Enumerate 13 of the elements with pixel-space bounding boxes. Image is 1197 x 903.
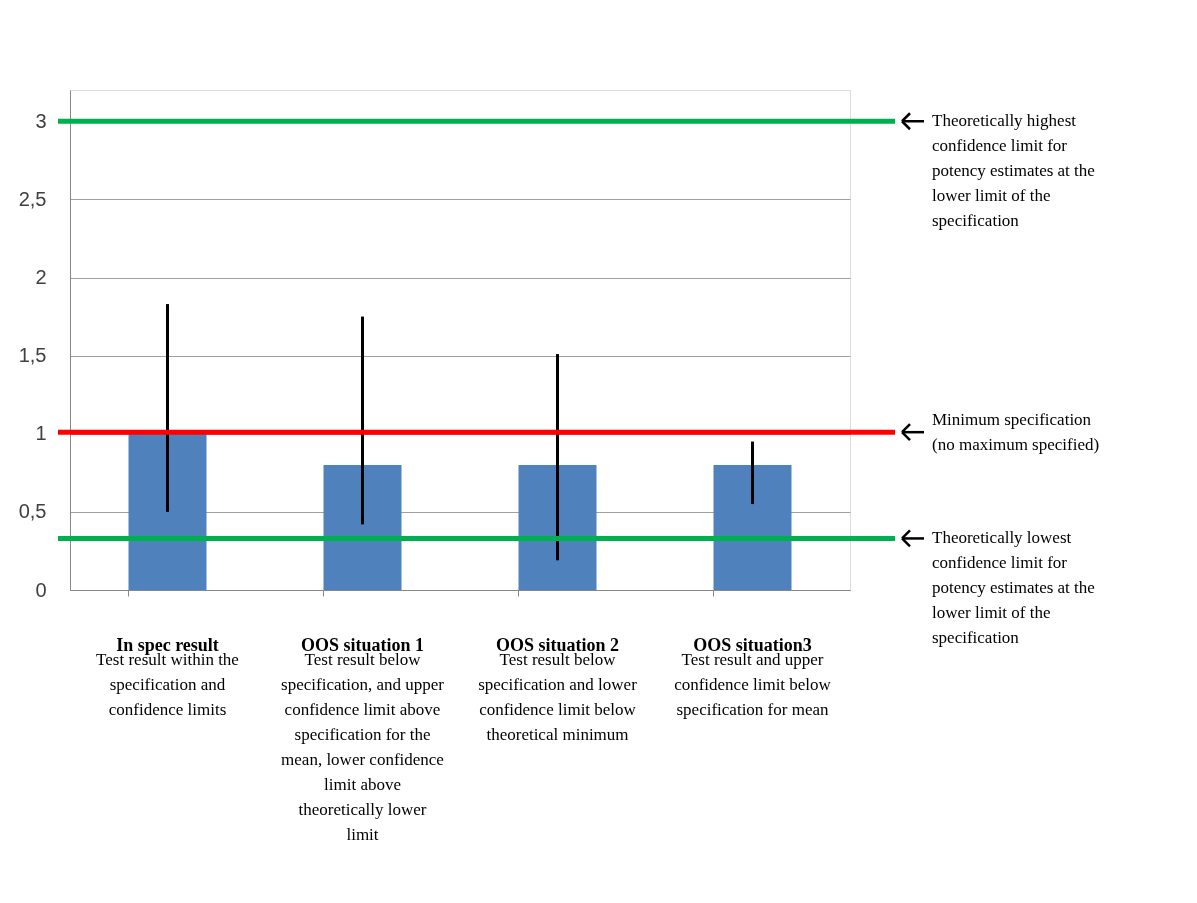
y-tick-label: 0,5 (18, 500, 47, 523)
y-tick-label: 0 (35, 578, 47, 601)
text: Test result below specification, and upper confidence limit above specification for the mean, lower confidence limit above theoretically lower limit (281, 650, 445, 844)
text: Test result below specification and lower confidence limit below theoretical minimum (478, 650, 638, 744)
y-tick-label: 2 (35, 266, 47, 288)
y-tick-label: 1 (35, 422, 47, 445)
y-tick-label: 2,5 (18, 187, 47, 210)
ref-line-label: Theoretically highest confidence limit for potency estimates at the lower limit of the specification (932, 111, 1095, 231)
ref-line-label: Minimum specification (no maximum specified) (932, 410, 1100, 455)
ref-line-label: Theoretically lowest confidence limit for potency estimates at the lower limit of the specification (932, 528, 1095, 648)
text: Test result and upper confidence limit below specification for mean (674, 650, 832, 719)
y-tick-label: 1,5 (18, 344, 47, 367)
y-tick-label: 3 (35, 109, 47, 132)
